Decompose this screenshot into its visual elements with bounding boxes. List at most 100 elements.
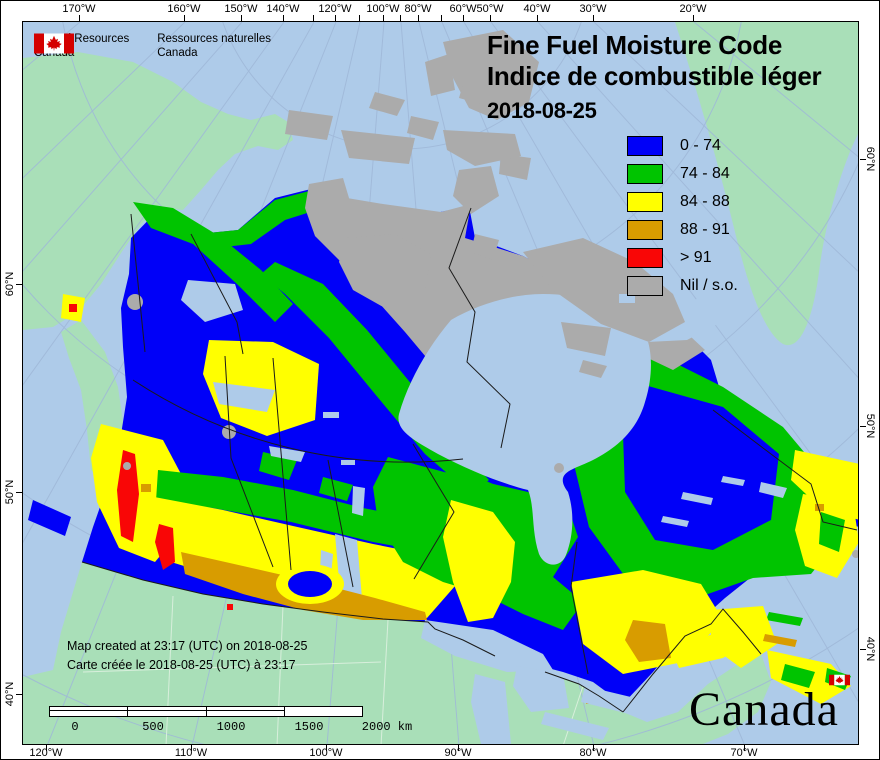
legend-item: 0 - 74 [627,136,738,156]
great-slave-lake [213,382,275,412]
axis-label: 110°W [174,747,208,759]
creation-notes: Map created at 23:17 (UTC) on 2018-08-25… [67,637,307,675]
axis-label: 80°W [579,747,607,759]
axis-label: 60°N [864,146,876,172]
legend: 0 - 74 74 - 84 84 - 88 88 - 91 > 91 Nil / s.o… [627,136,738,304]
lake-huron [513,666,569,712]
great-bear-lake [181,280,243,322]
agency-name-fr: Ressources naturelles Canada [157,33,272,59]
legend-label: 84 - 88 [680,193,730,210]
axis-label: 120°W [318,3,352,15]
axis-label: 100°W [366,3,400,15]
axis-label: 80°W [404,3,432,15]
scalebar-label: 1000 [216,720,246,734]
axis-tick [16,284,22,285]
axis-tick [593,745,594,751]
legend-label: > 91 [680,249,712,266]
legend-item: 74 - 84 [627,164,738,184]
axis-tick [326,745,327,751]
legend-swatch [627,164,663,184]
legend-item: 88 - 91 [627,220,738,240]
axis-label: 100°W [309,747,343,759]
scalebar-label: 2000 km [361,720,413,734]
greenland [675,22,858,346]
axis-label: 50°N [864,413,876,439]
axis-tick [184,15,185,21]
axis-tick [335,15,336,21]
axis-tick [191,745,192,751]
axis-label: 30°W [579,3,607,15]
canada-flag-icon [34,33,74,54]
axis-label: 60°N [4,271,16,297]
scale-bar-segments [49,706,363,717]
axis-label: 60°W [449,3,477,15]
axis-tick [458,745,459,751]
axis-tick [79,15,80,21]
axis-tick [241,15,242,21]
scalebar-label: 0 [71,720,79,734]
scalebar-label: 1500 [294,720,324,734]
note-fr: Carte créée le 2018-08-25 (UTC) à 23:17 [67,658,296,672]
axis-label: 70°W [730,747,758,759]
axis-label: 160°W [167,3,201,15]
axis-tick [418,15,419,21]
title-en: Fine Fuel Moisture Code [487,30,783,60]
legend-item: > 91 [627,248,738,268]
axis-tick [693,15,694,21]
canada-wordmark: Canada [689,674,850,736]
axis-tick [283,15,284,21]
lake-erie [541,712,609,740]
banks-island [305,178,355,248]
axis-label: 40°N [864,636,876,662]
wordmark-text: Canada [689,683,839,736]
legend-item: Nil / s.o. [627,276,738,296]
legend-label: 74 - 84 [680,165,730,182]
wordmark-flag-icon [829,674,850,686]
axis-label: 170°W [62,3,96,15]
axis-label: 50°W [476,3,504,15]
axis-label: 40°N [4,681,16,707]
axis-tick [400,15,401,21]
axis-tick [860,649,866,650]
legend-label: Nil / s.o. [680,277,738,294]
legend-swatch [627,276,663,296]
legend-swatch [627,192,663,212]
scale-bar: 0 500 1000 1500 2000 km [49,706,412,740]
baffin-island [523,238,685,342]
legend-swatch [627,248,663,268]
axis-tick [860,426,866,427]
axis-tick [860,159,866,160]
vancouver-island [28,500,71,536]
legend-swatch [627,220,663,240]
title-fr: Indice de combustible léger [487,61,822,91]
canada-ffmc-regions [28,30,858,744]
axis-label: 50°N [4,479,16,505]
new-brunswick [711,606,777,668]
title-date: 2018-08-25 [487,98,597,123]
axis-label: 120°W [29,747,63,759]
axis-label: 20°W [679,3,707,15]
axis-tick [441,15,442,21]
scalebar-label: 500 [142,720,164,734]
alaska [23,52,293,330]
axis-tick [593,15,594,21]
legend-swatch [627,136,663,156]
us-state-borders [82,595,584,744]
lake-michigan [471,674,511,744]
axis-tick [383,15,384,21]
axis-label: 90°W [444,747,472,759]
axis-tick [16,694,22,695]
map-title: Fine Fuel Moisture Code Indice de combus… [487,30,822,126]
axis-tick [490,15,491,21]
victoria-island [339,234,431,308]
lake-superior [421,620,553,672]
axis-tick [359,15,360,21]
axis-tick [46,745,47,751]
legend-label: 88 - 91 [680,221,730,238]
axis-tick [537,15,538,21]
axis-tick [313,15,314,21]
nrcan-logo: Natural ResourcesCanada Ressources natur… [34,32,271,60]
scale-bar-labels: 0 500 1000 1500 2000 km [49,717,412,734]
axis-label: 140°W [266,3,300,15]
